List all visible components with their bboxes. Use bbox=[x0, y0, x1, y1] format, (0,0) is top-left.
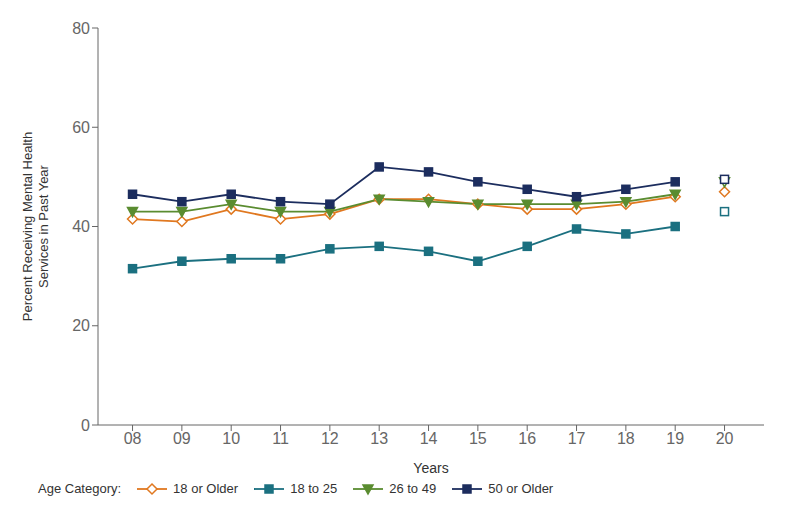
svg-text:Years: Years bbox=[413, 460, 448, 476]
html-text:50 or Older: 50 or Older bbox=[488, 481, 554, 496]
svg-text:18: 18 bbox=[617, 430, 635, 447]
html-text:18 to 25: 18 to 25 bbox=[290, 481, 338, 496]
svg-text:08: 08 bbox=[124, 430, 142, 447]
svg-text:12: 12 bbox=[321, 430, 339, 447]
html-text:18 or Older: 18 or Older bbox=[173, 481, 239, 496]
svg-text:40: 40 bbox=[72, 218, 90, 235]
svg-text:20: 20 bbox=[72, 317, 90, 334]
svg-text:0: 0 bbox=[81, 417, 90, 434]
svg-text:19: 19 bbox=[666, 430, 684, 447]
svg-text:16: 16 bbox=[518, 430, 536, 447]
svg-text:13: 13 bbox=[370, 430, 388, 447]
html-text:26 to 49: 26 to 49 bbox=[389, 481, 437, 496]
svg-text:09: 09 bbox=[173, 430, 191, 447]
svg-text:10: 10 bbox=[222, 430, 240, 447]
svg-text:15: 15 bbox=[469, 430, 487, 447]
svg-text:17: 17 bbox=[568, 430, 586, 447]
svg-text:Percent Receiving Mental Healt: Percent Receiving Mental HealthServices … bbox=[20, 132, 51, 321]
svg-text:11: 11 bbox=[272, 430, 289, 447]
svg-text:20: 20 bbox=[716, 430, 734, 447]
svg-text:14: 14 bbox=[420, 430, 438, 447]
html-text:Age Category:: Age Category: bbox=[38, 481, 122, 496]
svg-text:60: 60 bbox=[72, 119, 90, 136]
svg-text:80: 80 bbox=[72, 20, 90, 37]
